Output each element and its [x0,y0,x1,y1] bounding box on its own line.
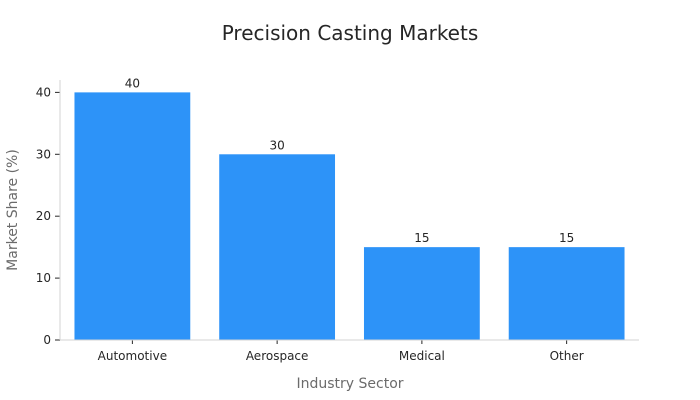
x-axis-label: Industry Sector [296,376,403,392]
x-tick-label-medical: Medical [399,349,445,363]
y-axis-label: Market Share (%) [5,149,21,271]
bar-other [508,247,625,340]
data-label-medical: 15 [414,231,429,245]
y-tick-label-0: 0 [43,333,51,347]
bar-medical [363,247,480,340]
y-tick-label-10: 10 [36,271,51,285]
y-tick-label-30: 30 [36,147,51,161]
y-tick-label-20: 20 [36,209,51,223]
data-label-other: 15 [559,231,574,245]
bar-aerospace [219,154,336,340]
x-tick-label-aerospace: Aerospace [246,349,309,363]
chart-title: Precision Casting Markets [222,21,479,45]
plot-area: 40 Automotive 30 Aerospace 15 Medical 15 Other 0… [36,76,639,363]
data-label-automotive: 40 [125,76,140,90]
x-tick-label-other: Other [550,349,584,363]
y-tick-label-40: 40 [36,85,51,99]
data-label-aerospace: 30 [269,138,284,152]
bar-automotive [74,92,191,340]
x-tick-label-automotive: Automotive [98,349,167,363]
